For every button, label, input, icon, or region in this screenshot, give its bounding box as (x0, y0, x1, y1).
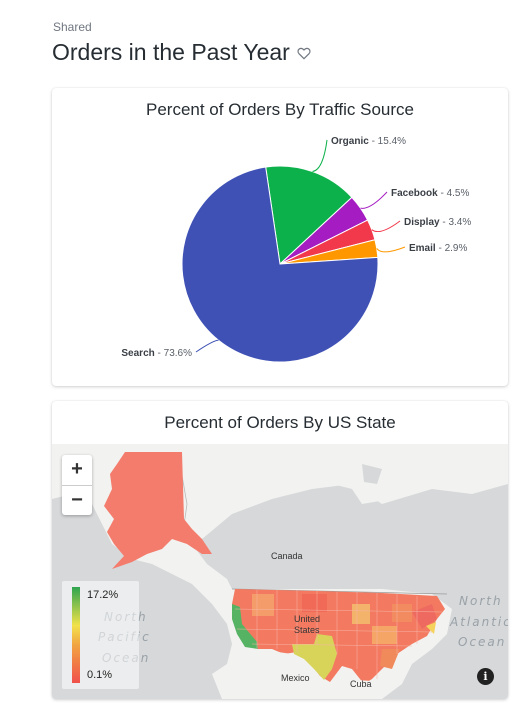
leader-line-search (195, 339, 219, 353)
legend-min: 0.1% (87, 669, 113, 681)
label-north-atlantic-3: Ocean (458, 635, 506, 649)
zoom-controls: + − (62, 455, 92, 515)
label-north-atlantic-1: North (459, 594, 503, 608)
heart-icon[interactable] (296, 45, 312, 61)
pie-chart-title: Percent of Orders By Traffic Source (145, 100, 414, 119)
page-title: Orders in the Past Year (52, 39, 312, 66)
label-cuba: Cuba (350, 679, 372, 689)
zoom-separator (62, 485, 92, 486)
pie-label-search: Search - 73.6% (121, 348, 192, 359)
leader-line-organic (312, 139, 328, 173)
legend-max: 17.2% (87, 589, 119, 601)
leader-line-display (371, 220, 401, 233)
page-title-text: Orders in the Past Year (52, 39, 290, 65)
pie-chart-card: Percent of Orders By Traffic Source Orga… (52, 88, 508, 386)
label-north-atlantic-2: Atlantic (449, 615, 508, 629)
legend-gradient (72, 587, 80, 683)
label-canada: Canada (271, 551, 303, 561)
pie-chart: Organic - 15.4% Facebook - 4.5% Display - … (121, 136, 471, 363)
us-state-map[interactable]: Canada United States Mexico Cuba North P… (52, 444, 508, 699)
info-icon[interactable]: i (477, 668, 494, 685)
pie-label-display: Display - 3.4% (404, 217, 471, 228)
label-mexico: Mexico (281, 673, 310, 683)
zoom-in-button[interactable]: + (71, 458, 83, 480)
leader-line-email (376, 246, 406, 253)
breadcrumb[interactable]: Shared (53, 20, 92, 34)
color-legend: 17.2% 0.1% (62, 581, 139, 689)
map-card: Percent of Orders By US State (52, 401, 508, 699)
map-canvas[interactable]: Canada United States Mexico Cuba North P… (52, 444, 508, 699)
pie-label-email: Email - 2.9% (409, 243, 467, 254)
pie-label-organic: Organic - 15.4% (331, 136, 406, 147)
leader-line-facebook (360, 191, 388, 209)
map-title: Percent of Orders By US State (164, 413, 396, 432)
pie-label-facebook: Facebook - 4.5% (391, 188, 469, 199)
label-states: States (294, 625, 320, 635)
label-united: United (294, 614, 320, 624)
zoom-out-button[interactable]: − (71, 489, 83, 511)
